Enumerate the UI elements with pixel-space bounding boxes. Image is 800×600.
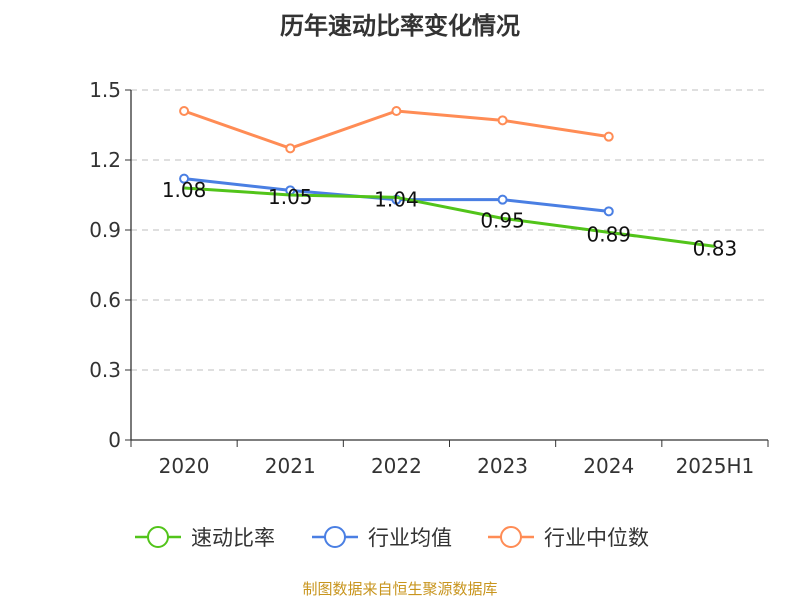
x-tick-label: 2022 [371,454,422,478]
y-tick-label: 0.6 [89,288,121,312]
x-tick-label: 2024 [583,454,634,478]
data-label: 0.83 [693,236,738,260]
y-tick-label: 0.3 [89,358,121,382]
x-tick-label: 2023 [477,454,528,478]
chart-title: 历年速动比率变化情况 [280,12,520,40]
legend-label: 速动比率 [191,526,275,550]
legend-label: 行业均值 [368,526,452,550]
data-label: 0.89 [586,222,631,246]
data-point [497,115,508,126]
data-point [179,106,190,116]
series-line [183,109,609,150]
data-point [391,106,402,116]
legend-marker [324,526,346,548]
legend-marker [500,526,522,548]
data-point [603,131,614,142]
x-tick-label: 2025H1 [676,454,755,478]
x-tick-label: 2021 [265,454,316,478]
data-label: 0.95 [480,208,525,232]
data-point [497,194,508,205]
data-point [179,173,190,184]
data-label: 1.08 [162,178,207,202]
x-tick-label: 2020 [159,454,210,478]
source-note: 制图数据来自恒生聚源数据库 [302,580,498,598]
legend-label: 行业中位数 [544,526,649,550]
y-tick-label: 1.2 [89,148,121,172]
data-label: 1.05 [268,185,313,209]
data-label: 1.04 [374,187,419,211]
series-line [183,186,716,248]
data-point [285,143,296,154]
data-point [603,206,614,217]
legend-marker [147,526,169,548]
y-tick-label: 1.5 [89,78,121,102]
y-tick-label: 0.9 [89,218,121,242]
y-tick-label: 0 [108,428,121,452]
